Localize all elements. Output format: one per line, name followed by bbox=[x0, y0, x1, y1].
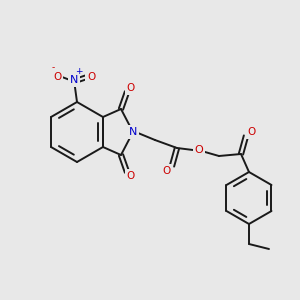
Text: N: N bbox=[70, 75, 78, 85]
Text: -: - bbox=[51, 64, 55, 73]
Text: O: O bbox=[127, 83, 135, 93]
Text: O: O bbox=[87, 72, 95, 82]
Text: O: O bbox=[53, 72, 61, 82]
Text: +: + bbox=[75, 67, 83, 76]
Text: N: N bbox=[129, 127, 137, 137]
Text: O: O bbox=[248, 127, 256, 137]
Text: O: O bbox=[127, 171, 135, 181]
Text: O: O bbox=[163, 166, 171, 176]
Text: O: O bbox=[195, 145, 203, 155]
